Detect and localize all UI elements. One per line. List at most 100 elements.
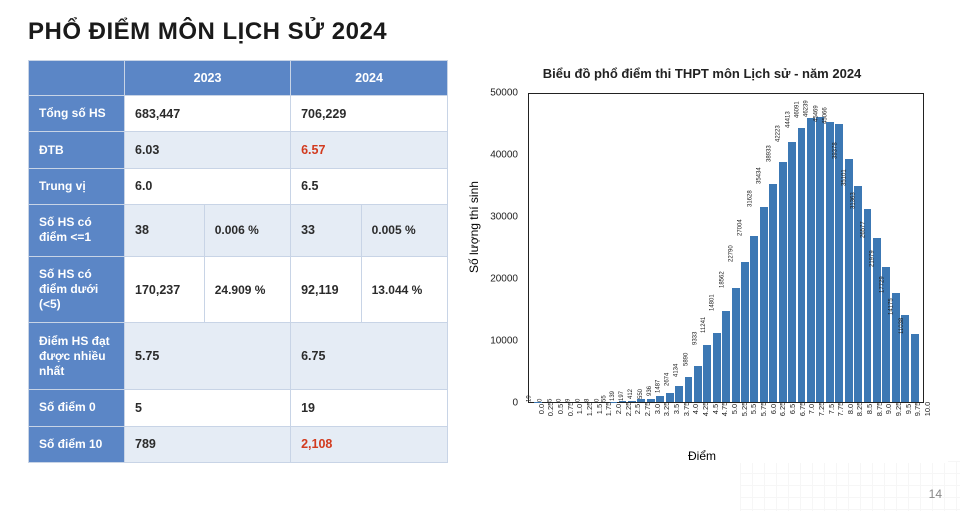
- table-cell: 789: [125, 426, 291, 462]
- bar: 1487: [666, 393, 674, 402]
- bar-value-label: 45469: [813, 105, 819, 122]
- decorative-grid: [740, 461, 960, 511]
- bar: 14801: [722, 311, 730, 402]
- table-cell: 6.57: [291, 132, 448, 168]
- bar-value-label: 39378: [832, 143, 838, 160]
- bar-slot: 46239: [816, 94, 825, 402]
- table-row: Số HS có điểm dưới (<5)170,23724.909 %92…: [29, 256, 448, 323]
- table-cell: 0.006 %: [204, 205, 290, 257]
- table-header-2024: 2024: [291, 61, 448, 96]
- bar: 31628: [760, 207, 768, 402]
- xtick: 8.0: [837, 407, 847, 447]
- ytick: 10000: [490, 336, 518, 347]
- row-label: Số điểm 0: [29, 390, 125, 426]
- table-header-blank: [29, 61, 125, 96]
- page-number: 14: [929, 487, 942, 501]
- table-cell: 683,447: [125, 96, 291, 132]
- xtick: 4.5: [702, 407, 712, 447]
- xtick: 7.25: [808, 407, 818, 447]
- xtick: 8.25: [847, 407, 857, 447]
- chart-xticks: 0.00.250.50.751.01.251.51.752.02.252.52.…: [528, 407, 924, 447]
- bar-slot: 46091: [806, 94, 815, 402]
- page-title: PHỔ ĐIỂM MÔN LỊCH SỬ 2024: [0, 0, 960, 60]
- bar-value-label: 27004: [738, 219, 744, 236]
- chart-bars: 1905090805513919741255093614872674413458…: [533, 94, 919, 402]
- xtick: 5.75: [750, 407, 760, 447]
- bar: 4134: [685, 377, 693, 402]
- ytick: 20000: [490, 274, 518, 285]
- xtick: 6.25: [769, 407, 779, 447]
- xtick: 1.5: [586, 407, 596, 447]
- bar-slot: 31628: [759, 94, 768, 402]
- bar: 5890: [694, 366, 702, 402]
- chart-box: Số lượng thí sinh 0100002000030000400005…: [472, 83, 932, 463]
- xtick: 7.75: [827, 407, 837, 447]
- table-cell: 6.75: [291, 323, 448, 390]
- bar-value-label: 11038: [898, 318, 904, 334]
- xtick: 6.0: [760, 407, 770, 447]
- xtick: 8.5: [856, 407, 866, 447]
- bar: 44413: [798, 128, 806, 402]
- ytick: 0: [512, 398, 518, 409]
- bar-value-label: 46091: [795, 101, 801, 118]
- bar: 46091: [807, 118, 815, 402]
- bar-slot: 0: [561, 94, 570, 402]
- xtick: 4.75: [711, 407, 721, 447]
- bar: 35101: [854, 186, 862, 402]
- bar-value-label: 197: [619, 391, 625, 401]
- xtick: 7.5: [818, 407, 828, 447]
- bar-value-label: 44413: [785, 112, 791, 129]
- row-label: ĐTB: [29, 132, 125, 168]
- bar-value-label: 17729: [879, 276, 885, 293]
- bar-slot: 45469: [825, 94, 834, 402]
- bar-value-label: 9333: [693, 331, 699, 344]
- chart-yticks: 01000020000300004000050000: [472, 93, 524, 403]
- bar-slot: 11038: [910, 94, 919, 402]
- xtick: 4.25: [692, 407, 702, 447]
- xtick: 2.75: [634, 407, 644, 447]
- bar-slot: 19: [533, 94, 542, 402]
- bar-slot: 9333: [703, 94, 712, 402]
- bar-value-label: 46239: [804, 100, 810, 117]
- bar-slot: 44413: [797, 94, 806, 402]
- bar: 11038: [911, 334, 919, 402]
- bar: 46239: [816, 117, 824, 402]
- bar-slot: 31363: [863, 94, 872, 402]
- bar-slot: 26577: [872, 94, 881, 402]
- bar-value-label: 35101: [842, 169, 848, 186]
- table-cell: 24.909 %: [204, 256, 290, 323]
- table-row: Số điểm 107892,108: [29, 426, 448, 462]
- bar-value-label: 5890: [683, 352, 689, 365]
- bar-slot: 22790: [740, 94, 749, 402]
- bar-value-label: 55: [602, 395, 608, 402]
- chart-card: Biểu đồ phổ điểm thi THPT môn Lịch sử - …: [456, 60, 948, 463]
- xtick: 3.0: [644, 407, 654, 447]
- xtick: 8.75: [866, 407, 876, 447]
- table-cell: 5.75: [125, 323, 291, 390]
- bar: 35434: [769, 184, 777, 402]
- bar-slot: 27004: [750, 94, 759, 402]
- bar-value-label: 14801: [710, 294, 716, 311]
- bar-value-label: 4134: [674, 363, 680, 376]
- bar-value-label: 19: [526, 395, 532, 402]
- comparison-table: 2023 2024 Tổng số HS683,447706,229ĐTB6.0…: [28, 60, 448, 463]
- bar: 27004: [750, 236, 758, 402]
- bar-slot: 0: [599, 94, 608, 402]
- xtick: 4.0: [683, 407, 693, 447]
- xtick: 9.5: [895, 407, 905, 447]
- bar: 45469: [826, 122, 834, 402]
- bar-value-label: 412: [628, 389, 634, 399]
- xtick: 6.5: [779, 407, 789, 447]
- bar-slot: 9: [571, 94, 580, 402]
- xtick: 3.5: [663, 407, 673, 447]
- table-cell: 38: [125, 205, 205, 257]
- table-row: Số điểm 0519: [29, 390, 448, 426]
- bar-slot: 55: [608, 94, 617, 402]
- bar-slot: 5890: [693, 94, 702, 402]
- bar-slot: 35101: [853, 94, 862, 402]
- bar: 45066: [835, 124, 843, 402]
- bar-value-label: 18562: [719, 271, 725, 288]
- xtick: 0.75: [557, 407, 567, 447]
- xtick: 0.0: [528, 407, 538, 447]
- xtick: 5.25: [731, 407, 741, 447]
